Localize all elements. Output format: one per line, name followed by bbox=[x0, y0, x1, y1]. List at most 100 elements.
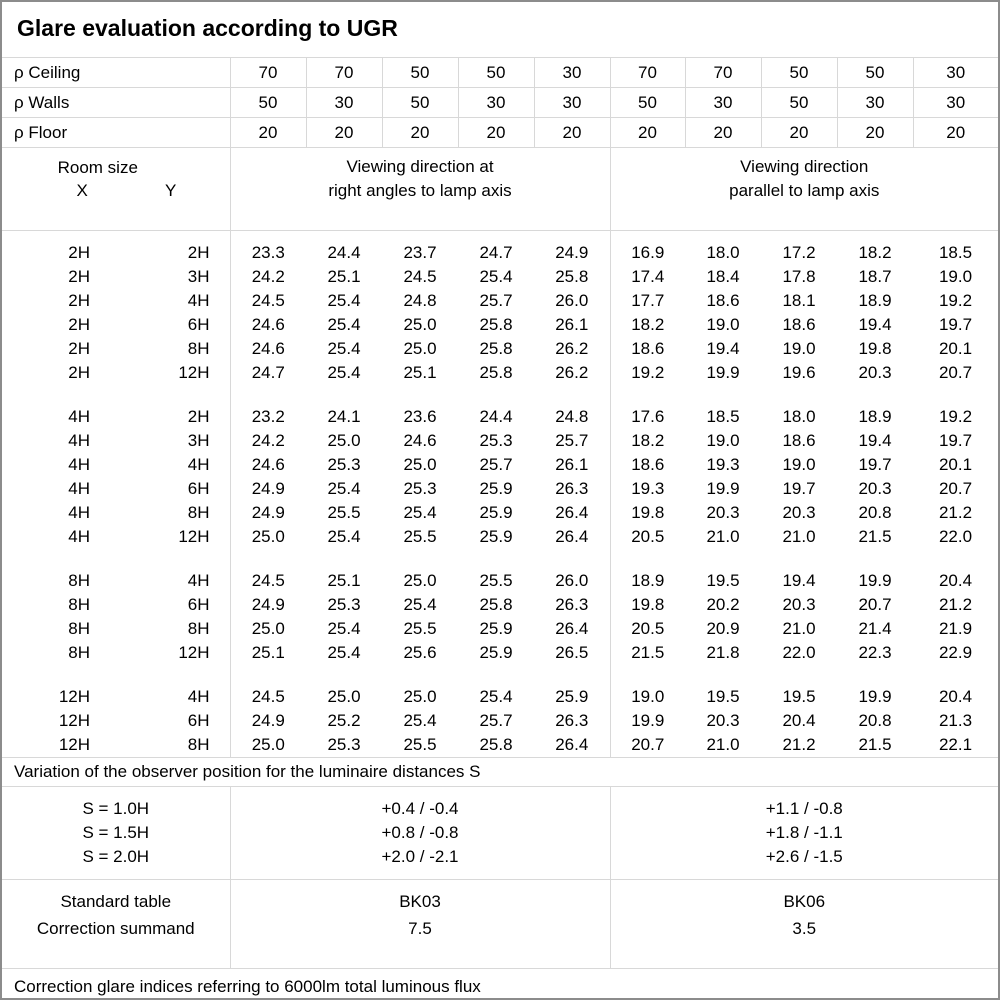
spacing-value: +2.6 / -1.5 bbox=[765, 847, 843, 866]
variation-note-row: Variation of the observer position for t… bbox=[2, 757, 998, 787]
table-row: 2H 12H 24.7 25.4 25.1 25.8 26.2 19.2 19.9 19.6 20.… bbox=[2, 361, 998, 385]
ugr-value: 25.9 bbox=[479, 643, 513, 662]
room-y: 2H bbox=[187, 407, 210, 426]
ugr-value: 22.9 bbox=[938, 643, 973, 662]
reflectance-rows: ρ Ceiling 70 70 50 50 30 70 70 50 50 30 … bbox=[2, 58, 998, 148]
spacing-value: +1.8 / -1.1 bbox=[765, 823, 843, 842]
ugr-value: 18.6 bbox=[609, 337, 685, 361]
room-y: 3H bbox=[187, 431, 210, 450]
ugr-value: 19.7 bbox=[938, 431, 973, 450]
ugr-table: ρ Ceiling 70 70 50 50 30 70 70 50 50 30 … bbox=[2, 58, 998, 999]
ugr-value: 18.6 bbox=[706, 291, 740, 310]
ugr-value: 21.3 bbox=[938, 711, 973, 730]
rho-ceiling-value: 50 bbox=[760, 58, 837, 88]
column-headings-row: Room size X Y Viewing direction at right… bbox=[2, 147, 998, 231]
ugr-value: 25.8 bbox=[479, 363, 513, 382]
ugr-value: 25.0 bbox=[327, 431, 361, 450]
spacer-cell bbox=[2, 665, 230, 685]
ugr-value: 20.3 bbox=[782, 595, 816, 614]
rho-floor-value: 20 bbox=[533, 117, 610, 148]
ugr-value: 24.9 bbox=[229, 593, 306, 617]
rho-floor-value: 20 bbox=[381, 117, 458, 148]
table-row: 2H 3H 24.2 25.1 24.5 25.4 25.8 17.4 18.4 17.8 18.7… bbox=[2, 265, 998, 289]
ugr-value: 26.3 bbox=[555, 595, 589, 614]
room-y: 6H bbox=[187, 595, 210, 614]
ugr-value: 24.4 bbox=[479, 407, 513, 426]
ugr-value: 25.5 bbox=[479, 571, 513, 590]
spacing-parallel-values: +1.1 / -0.8 +1.8 / -1.1 +2.6 / -1.5 bbox=[609, 786, 998, 880]
rho-ceiling-value: 50 bbox=[836, 58, 913, 88]
parallel-heading-line1: Viewing direction bbox=[740, 157, 869, 176]
ugr-value: 20.4 bbox=[938, 571, 973, 590]
ugr-value: 19.0 bbox=[706, 431, 740, 450]
spacing-value: +0.4 / -0.4 bbox=[381, 799, 459, 818]
room-x: 2H bbox=[68, 291, 90, 310]
ugr-value: 25.0 bbox=[403, 571, 437, 590]
standard-table-parallel: BK06 3.5 bbox=[609, 879, 998, 969]
spacing-labels: S = 1.0H S = 1.5H S = 2.0H bbox=[2, 787, 230, 880]
ugr-value: 21.5 bbox=[858, 527, 892, 546]
ugr-value: 21.0 bbox=[706, 527, 740, 546]
ugr-value: 17.4 bbox=[609, 265, 685, 289]
ugr-value: 25.4 bbox=[327, 291, 361, 310]
rho-ceiling-row: ρ Ceiling 70 70 50 50 30 70 70 50 50 30 bbox=[2, 58, 998, 88]
standard-table-perpendicular: BK03 7.5 bbox=[229, 879, 610, 969]
table-row: 4H 2H 23.2 24.1 23.6 24.4 24.8 17.6 18.5 18.0 18.9… bbox=[2, 405, 998, 429]
ugr-value: 20.2 bbox=[706, 595, 740, 614]
ugr-value: 24.5 bbox=[229, 289, 306, 313]
room-y: 8H bbox=[187, 503, 210, 522]
ugr-value: 25.2 bbox=[327, 711, 361, 730]
ugr-value: 25.1 bbox=[229, 641, 306, 665]
ugr-value: 26.1 bbox=[555, 315, 589, 334]
spacer-cell bbox=[2, 385, 230, 405]
perpendicular-heading-line2: right angles to lamp axis bbox=[328, 181, 512, 200]
spacing-perpendicular-values: +0.4 / -0.4 +0.8 / -0.8 +2.0 / -2.1 bbox=[229, 786, 610, 880]
ugr-value: 25.3 bbox=[327, 735, 361, 754]
bottom-note-row: Correction glare indices referring to 60… bbox=[2, 969, 998, 999]
rho-floor-value: 20 bbox=[684, 117, 761, 148]
rho-floor-value: 20 bbox=[836, 117, 913, 148]
ugr-value: 19.9 bbox=[858, 687, 892, 706]
correction-summand-value: 3.5 bbox=[792, 919, 817, 938]
ugr-value: 24.9 bbox=[555, 243, 589, 262]
ugr-value: 26.4 bbox=[555, 735, 589, 754]
ugr-value: 26.0 bbox=[555, 571, 589, 590]
room-y: 12H bbox=[178, 643, 210, 662]
ugr-value: 21.4 bbox=[858, 619, 892, 638]
ugr-value: 20.4 bbox=[782, 711, 816, 730]
room-x: 4H bbox=[68, 527, 90, 546]
ugr-value: 17.8 bbox=[782, 267, 816, 286]
ugr-value: 19.0 bbox=[782, 339, 816, 358]
ugr-value: 19.3 bbox=[706, 455, 740, 474]
ugr-value: 19.0 bbox=[706, 315, 740, 334]
page-title: Glare evaluation according to UGR bbox=[2, 2, 998, 58]
ugr-value: 21.2 bbox=[782, 735, 816, 754]
ugr-value: 19.7 bbox=[858, 455, 892, 474]
rho-walls-value: 50 bbox=[381, 87, 458, 118]
ugr-value: 20.3 bbox=[858, 479, 892, 498]
ugr-value: 24.8 bbox=[555, 407, 589, 426]
ugr-value: 18.2 bbox=[609, 429, 685, 453]
room-x: 4H bbox=[68, 407, 90, 426]
ugr-value: 19.9 bbox=[706, 479, 740, 498]
ugr-value: 24.9 bbox=[229, 501, 306, 525]
ugr-value: 19.3 bbox=[609, 477, 685, 501]
perpendicular-viewing-heading: Viewing direction at right angles to lam… bbox=[229, 147, 610, 231]
ugr-value: 20.1 bbox=[938, 339, 973, 358]
ugr-value: 26.4 bbox=[555, 527, 589, 546]
ugr-value: 25.7 bbox=[555, 431, 589, 450]
ugr-value: 24.2 bbox=[229, 265, 306, 289]
standard-table-labels: Standard table Correction summand bbox=[2, 879, 230, 969]
ugr-value: 25.0 bbox=[327, 687, 361, 706]
ugr-value: 25.5 bbox=[403, 619, 437, 638]
rho-ceiling-value: 50 bbox=[381, 58, 458, 88]
ugr-value: 25.7 bbox=[479, 291, 513, 310]
rho-floor-value: 20 bbox=[457, 117, 534, 148]
table-row: 12H 8H 25.0 25.3 25.5 25.8 26.4 20.7 21.0 21.2 21.… bbox=[2, 733, 998, 758]
ugr-value: 20.9 bbox=[706, 619, 740, 638]
room-y: 4H bbox=[187, 455, 210, 474]
rho-walls-value: 30 bbox=[305, 87, 382, 118]
rho-ceiling-value: 70 bbox=[229, 58, 306, 88]
ugr-value: 19.0 bbox=[938, 267, 973, 286]
